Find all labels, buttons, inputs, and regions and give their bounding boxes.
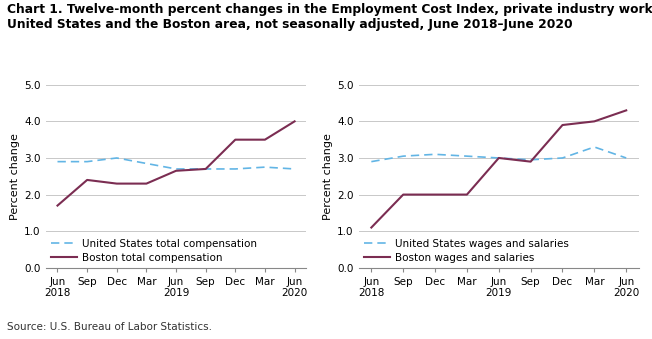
United States total compensation — [83, 160, 91, 164]
Y-axis label: Percent change: Percent change — [10, 133, 20, 220]
United States total compensation — [201, 167, 209, 171]
United States wages and salaries — [368, 160, 376, 164]
Boston total compensation — [113, 182, 121, 186]
Boston wages and salaries — [495, 156, 503, 160]
Boston wages and salaries — [559, 123, 567, 127]
Boston total compensation — [231, 138, 239, 142]
United States total compensation — [53, 160, 61, 164]
Line: Boston total compensation: Boston total compensation — [57, 121, 295, 205]
Y-axis label: Percent change: Percent change — [323, 133, 333, 220]
United States total compensation — [113, 156, 121, 160]
Boston total compensation — [143, 182, 151, 186]
United States wages and salaries — [495, 156, 503, 160]
Boston total compensation — [201, 167, 209, 171]
Boston wages and salaries — [368, 225, 376, 230]
Boston total compensation — [291, 119, 299, 123]
United States wages and salaries — [559, 156, 567, 160]
Line: Boston wages and salaries: Boston wages and salaries — [372, 111, 626, 227]
United States wages and salaries — [591, 145, 599, 149]
United States total compensation — [143, 161, 151, 165]
Text: Chart 1. Twelve-month percent changes in the Employment Cost Index, private indu: Chart 1. Twelve-month percent changes in… — [7, 3, 652, 32]
Boston total compensation — [53, 203, 61, 207]
Boston wages and salaries — [527, 160, 535, 164]
Legend: United States wages and salaries, Boston wages and salaries: United States wages and salaries, Boston… — [364, 239, 569, 263]
Boston total compensation — [172, 169, 180, 173]
United States total compensation — [231, 167, 239, 171]
Boston wages and salaries — [622, 108, 630, 113]
Line: United States total compensation: United States total compensation — [57, 158, 295, 169]
United States wages and salaries — [527, 158, 535, 162]
Boston total compensation — [261, 138, 269, 142]
Boston wages and salaries — [591, 119, 599, 123]
Boston wages and salaries — [463, 193, 471, 197]
United States wages and salaries — [431, 152, 439, 156]
Boston wages and salaries — [431, 193, 439, 197]
Boston wages and salaries — [399, 193, 407, 197]
United States wages and salaries — [399, 154, 407, 158]
United States total compensation — [172, 167, 180, 171]
United States total compensation — [291, 167, 299, 171]
Boston total compensation — [83, 178, 91, 182]
United States wages and salaries — [622, 156, 630, 160]
Text: Source: U.S. Bureau of Labor Statistics.: Source: U.S. Bureau of Labor Statistics. — [7, 322, 211, 332]
United States wages and salaries — [463, 154, 471, 158]
Line: United States wages and salaries: United States wages and salaries — [372, 147, 626, 162]
Legend: United States total compensation, Boston total compensation: United States total compensation, Boston… — [51, 239, 257, 263]
United States total compensation — [261, 165, 269, 169]
